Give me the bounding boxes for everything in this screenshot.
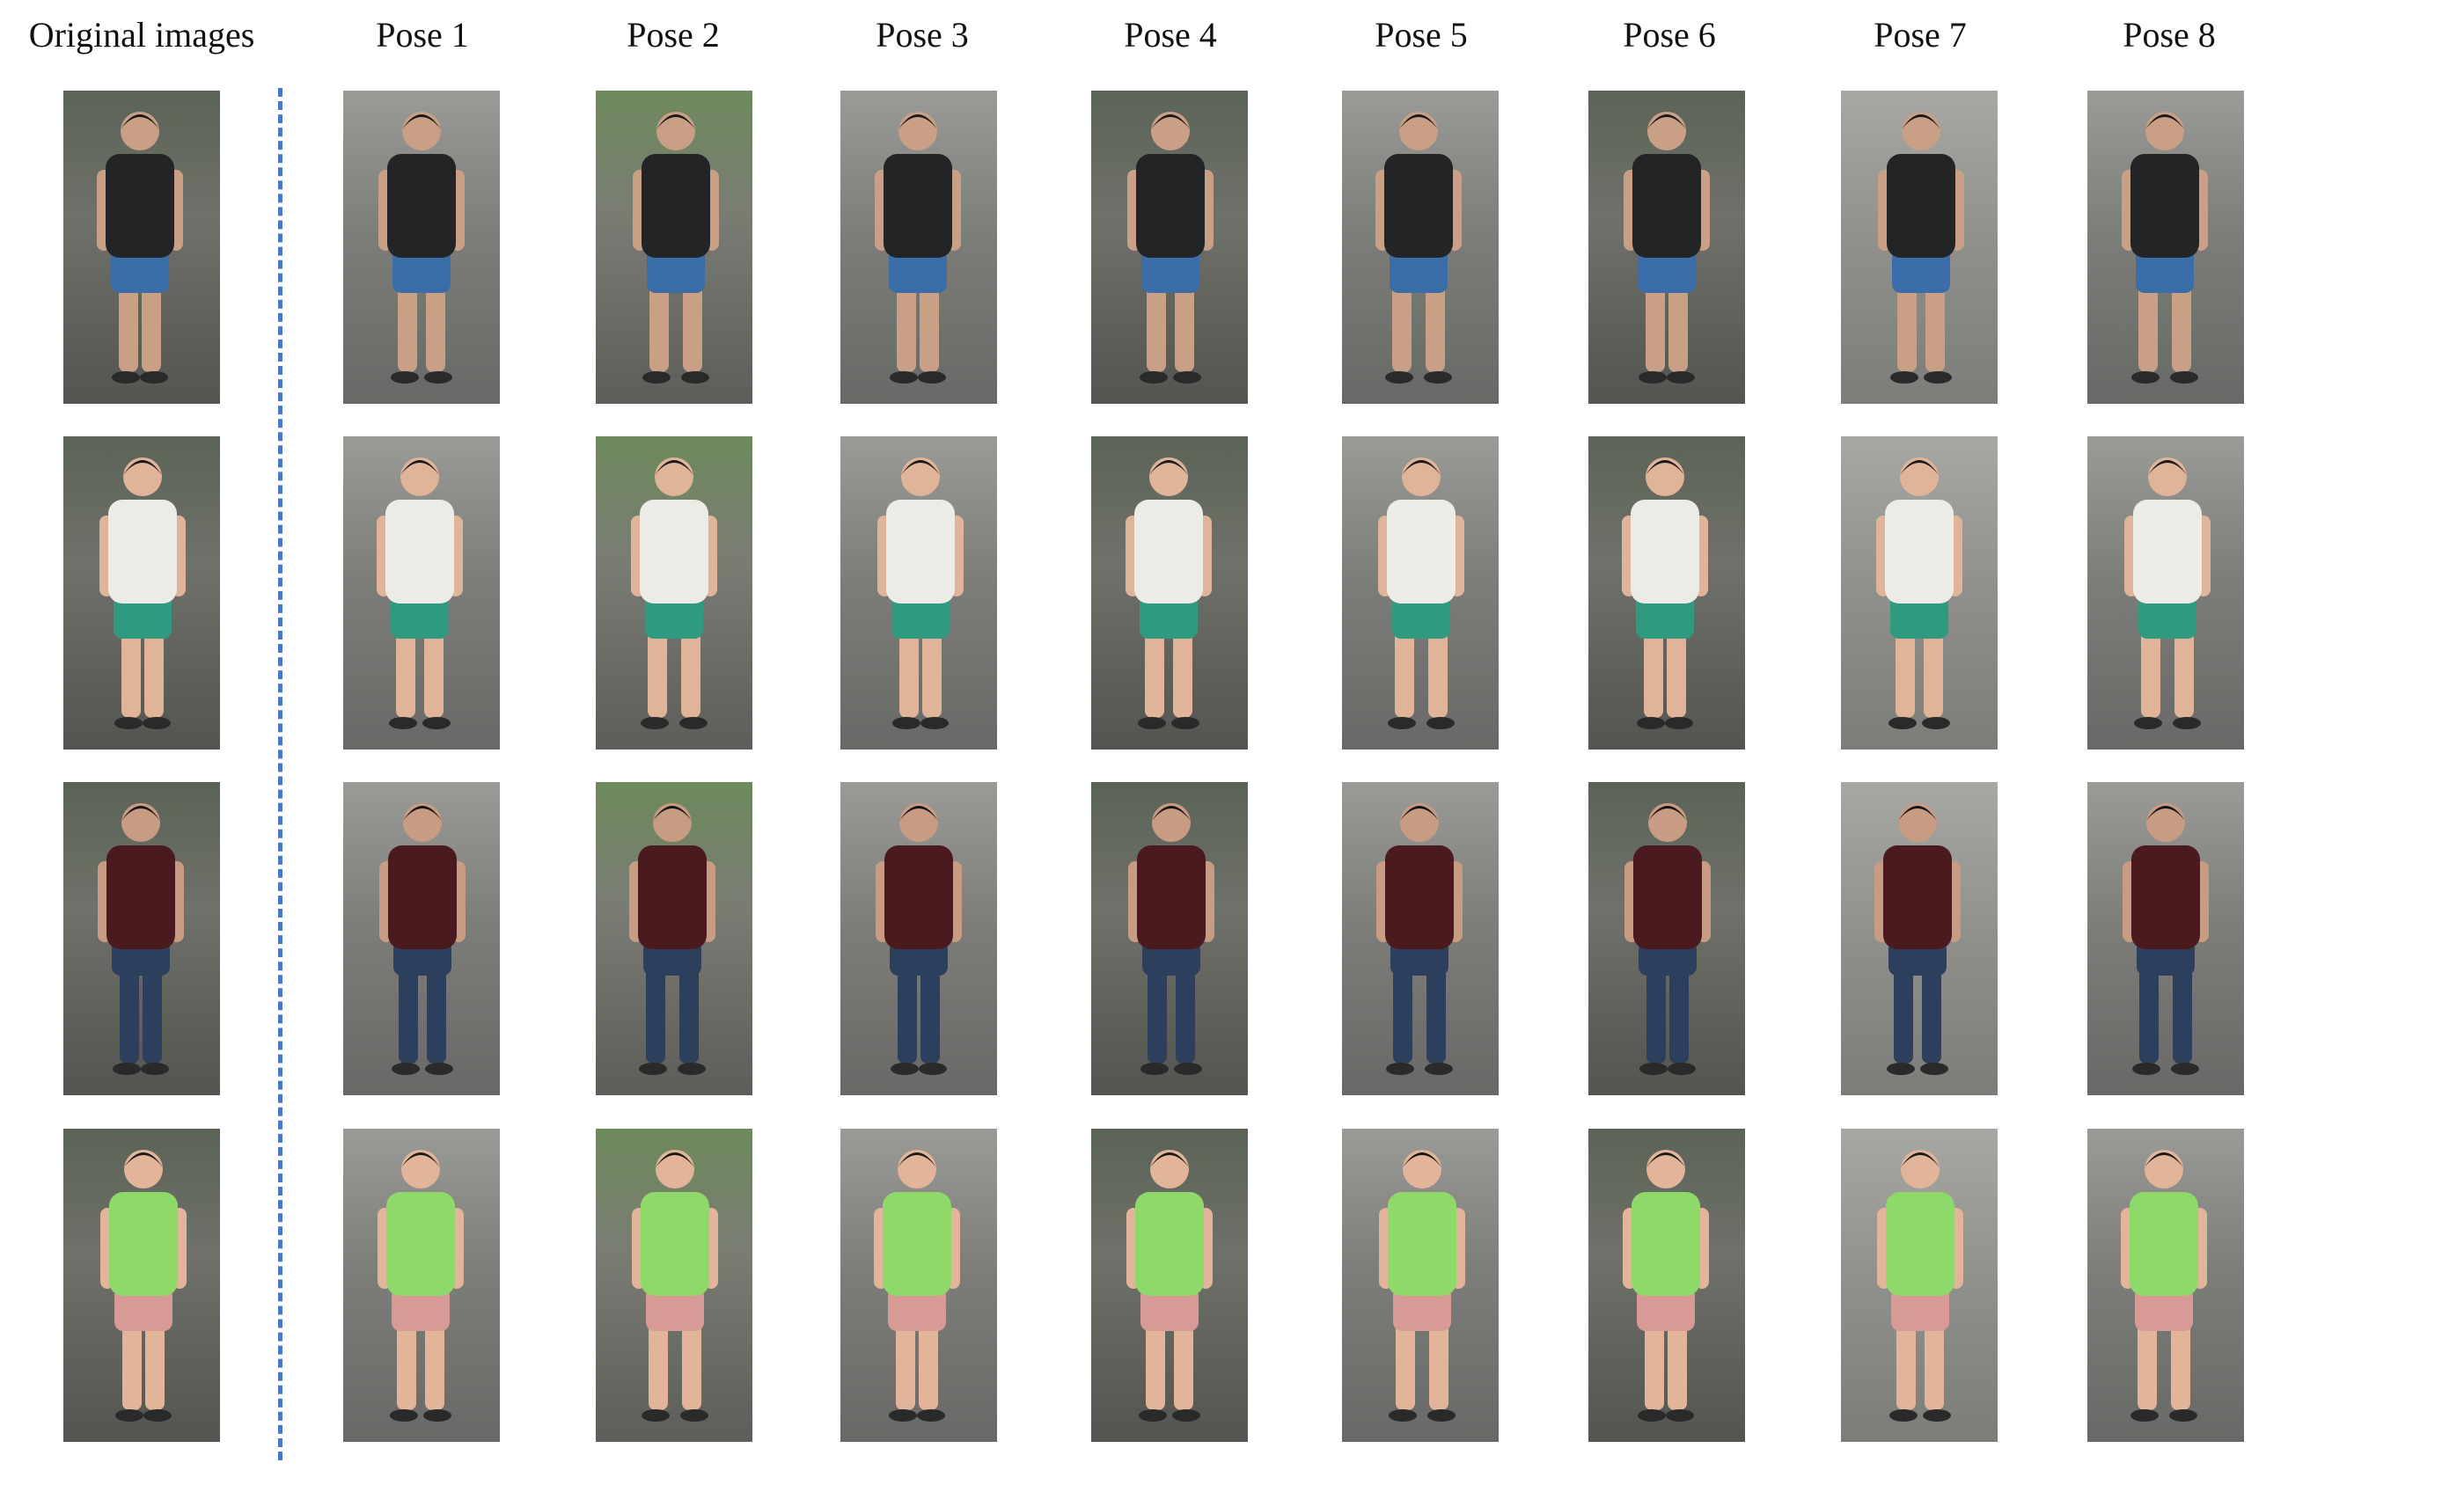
header-pose-5: Pose 5: [1375, 15, 1468, 55]
generated-pose-image: [343, 91, 500, 404]
generated-pose-image: [343, 1129, 500, 1442]
generated-pose-image: [1841, 1129, 1998, 1442]
generated-pose-image: [840, 782, 997, 1095]
generated-pose-image: [596, 91, 752, 404]
generated-pose-image: [840, 91, 997, 404]
generated-pose-image: [840, 436, 997, 750]
generated-pose-image: [343, 436, 500, 750]
header-original-images: Original images: [28, 15, 255, 55]
generated-pose-image: [596, 436, 752, 750]
header-pose-2: Pose 2: [627, 15, 720, 55]
column-divider: [278, 88, 282, 1460]
generated-pose-image: [343, 782, 500, 1095]
generated-pose-image: [1091, 1129, 1248, 1442]
generated-pose-image: [1588, 436, 1745, 750]
generated-pose-image: [1841, 782, 1998, 1095]
generated-pose-image: [2087, 1129, 2244, 1442]
generated-pose-image: [2087, 782, 2244, 1095]
generated-pose-image: [1588, 91, 1745, 404]
generated-pose-image: [1342, 1129, 1499, 1442]
generated-pose-image: [1091, 91, 1248, 404]
header-pose-8: Pose 8: [2123, 15, 2216, 55]
header-pose-4: Pose 4: [1124, 15, 1217, 55]
header-pose-1: Pose 1: [376, 15, 469, 55]
original-image: [63, 91, 220, 404]
original-image: [63, 436, 220, 750]
generated-pose-image: [1588, 1129, 1745, 1442]
original-image: [63, 782, 220, 1095]
generated-pose-image: [1841, 91, 1998, 404]
generated-pose-image: [1091, 782, 1248, 1095]
generated-pose-image: [1091, 436, 1248, 750]
generated-pose-image: [1342, 91, 1499, 404]
generated-pose-image: [840, 1129, 997, 1442]
original-image: [63, 1129, 220, 1442]
generated-pose-image: [596, 1129, 752, 1442]
generated-pose-image: [596, 782, 752, 1095]
header-pose-7: Pose 7: [1874, 15, 1967, 55]
header-pose-6: Pose 6: [1623, 15, 1716, 55]
generated-pose-image: [1588, 782, 1745, 1095]
header-pose-3: Pose 3: [876, 15, 969, 55]
generated-pose-image: [2087, 436, 2244, 750]
generated-pose-image: [1841, 436, 1998, 750]
generated-pose-image: [2087, 91, 2244, 404]
generated-pose-image: [1342, 782, 1499, 1095]
generated-pose-image: [1342, 436, 1499, 750]
